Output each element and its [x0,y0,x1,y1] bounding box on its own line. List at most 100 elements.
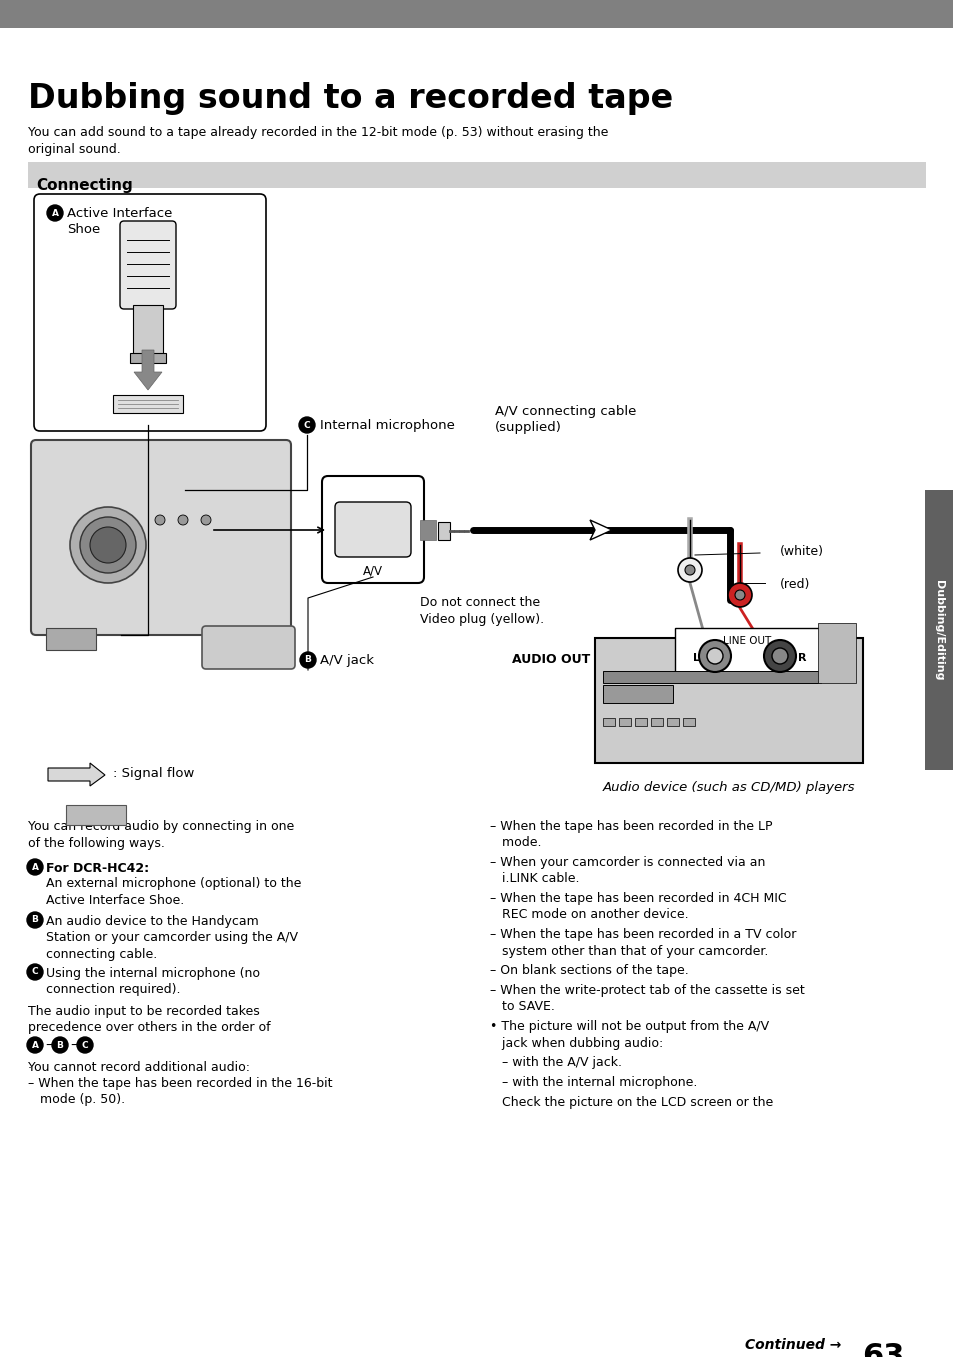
Circle shape [678,558,701,582]
Bar [666,718,679,726]
FancyBboxPatch shape [30,440,291,635]
Text: Dubbing/Editing: Dubbing/Editing [933,579,943,680]
Text: Do not connect the
Video plug (yellow).: Do not connect the Video plug (yellow). [419,596,543,626]
Text: B: B [56,1041,63,1049]
Text: LINE OUT: LINE OUT [722,636,770,646]
Circle shape [727,584,751,607]
Text: A/V jack: A/V jack [319,654,374,668]
Circle shape [80,517,136,573]
Bar [618,718,630,726]
Circle shape [201,516,211,525]
Polygon shape [48,763,105,786]
Bar [28,161,925,189]
Bar [602,670,821,683]
Text: →: → [45,1038,56,1052]
Bar [675,628,820,676]
Bar [650,718,662,726]
Text: : Signal flow: : Signal flow [112,768,194,780]
Bar [817,623,855,683]
Circle shape [299,651,315,668]
Text: – with the internal microphone.: – with the internal microphone. [490,1076,697,1090]
Text: – When the tape has been recorded in the 16-bit
   mode (p. 50).: – When the tape has been recorded in the… [28,1077,333,1106]
Text: A: A [31,1041,38,1049]
Bar [132,305,163,360]
Text: A: A [31,863,38,871]
Text: (red): (red) [780,578,809,592]
Text: You can record audio by connecting in one
of the following ways.: You can record audio by connecting in on… [28,820,294,849]
Text: →: → [70,1038,81,1052]
Text: B: B [304,655,311,665]
Circle shape [90,527,126,563]
Circle shape [52,1037,68,1053]
Circle shape [684,565,695,575]
Bar [437,522,450,540]
Circle shape [27,912,43,928]
Text: Internal microphone: Internal microphone [319,419,455,432]
Bar [602,685,672,703]
Bar [130,353,166,364]
Circle shape [734,590,744,600]
Circle shape [763,641,795,672]
Bar [595,638,862,763]
Text: Check the picture on the LCD screen or the: Check the picture on the LCD screen or t… [490,1096,773,1109]
Text: Audio device (such as CD/MD) players: Audio device (such as CD/MD) players [602,782,854,794]
Text: (white): (white) [780,546,823,558]
Bar [682,718,695,726]
FancyBboxPatch shape [34,194,266,432]
Text: – When the tape has been recorded in the LP
   mode.: – When the tape has been recorded in the… [490,820,772,849]
Text: – On blank sections of the tape.: – On blank sections of the tape. [490,963,688,977]
Text: Dubbing sound to a recorded tape: Dubbing sound to a recorded tape [28,81,673,115]
Text: You can add sound to a tape already recorded in the 12-bit mode (p. 53) without : You can add sound to a tape already reco… [28,126,608,138]
Circle shape [706,649,722,664]
FancyBboxPatch shape [202,626,294,669]
Circle shape [47,205,63,221]
Bar [0,0,953,28]
Bar [46,628,96,650]
Text: Using the internal microphone (no
connection required).: Using the internal microphone (no connec… [46,968,260,996]
Text: – When your camcorder is connected via an
   i.LINK cable.: – When your camcorder is connected via a… [490,856,764,886]
Text: A: A [51,209,58,217]
Text: R: R [797,653,805,664]
Circle shape [699,641,730,672]
Text: C: C [82,1041,89,1049]
Text: C: C [303,421,310,430]
Polygon shape [589,520,612,540]
Bar [66,805,126,825]
Text: A/V connecting cable
(supplied): A/V connecting cable (supplied) [495,404,636,434]
Text: original sound.: original sound. [28,142,121,156]
Polygon shape [419,520,436,540]
FancyBboxPatch shape [335,502,411,556]
Circle shape [27,963,43,980]
Bar [635,718,646,726]
Text: Active Interface
Shoe: Active Interface Shoe [67,208,172,236]
Text: – When the write-protect tab of the cassette is set
   to SAVE.: – When the write-protect tab of the cass… [490,984,804,1014]
Text: An external microphone (optional) to the
Active Interface Shoe.: An external microphone (optional) to the… [46,877,301,906]
Bar [924,490,953,769]
Text: The audio input to be recorded takes
precedence over others in the order of: The audio input to be recorded takes pre… [28,1006,271,1034]
Text: 63: 63 [862,1342,903,1357]
Polygon shape [133,350,162,389]
Text: For DCR-HC42:: For DCR-HC42: [46,862,149,875]
Text: Connecting: Connecting [36,178,132,193]
Circle shape [27,1037,43,1053]
Circle shape [70,508,146,584]
Circle shape [178,516,188,525]
Text: – with the A/V jack.: – with the A/V jack. [490,1056,621,1069]
Text: • The picture will not be output from the A/V
   jack when dubbing audio:: • The picture will not be output from th… [490,1020,768,1049]
Text: C: C [31,968,38,977]
Text: Continued →: Continued → [744,1338,841,1352]
Text: .: . [28,1058,32,1071]
Text: An audio device to the Handycam
Station or your camcorder using the A/V
connecti: An audio device to the Handycam Station … [46,915,297,961]
Bar [602,718,615,726]
Bar [112,395,183,413]
Text: B: B [31,916,38,924]
FancyBboxPatch shape [120,221,175,309]
Text: L: L [692,653,700,664]
Circle shape [154,516,165,525]
FancyBboxPatch shape [322,476,423,584]
Circle shape [77,1037,92,1053]
Circle shape [771,649,787,664]
Circle shape [27,859,43,875]
Text: A/V: A/V [363,565,382,578]
Circle shape [298,417,314,433]
